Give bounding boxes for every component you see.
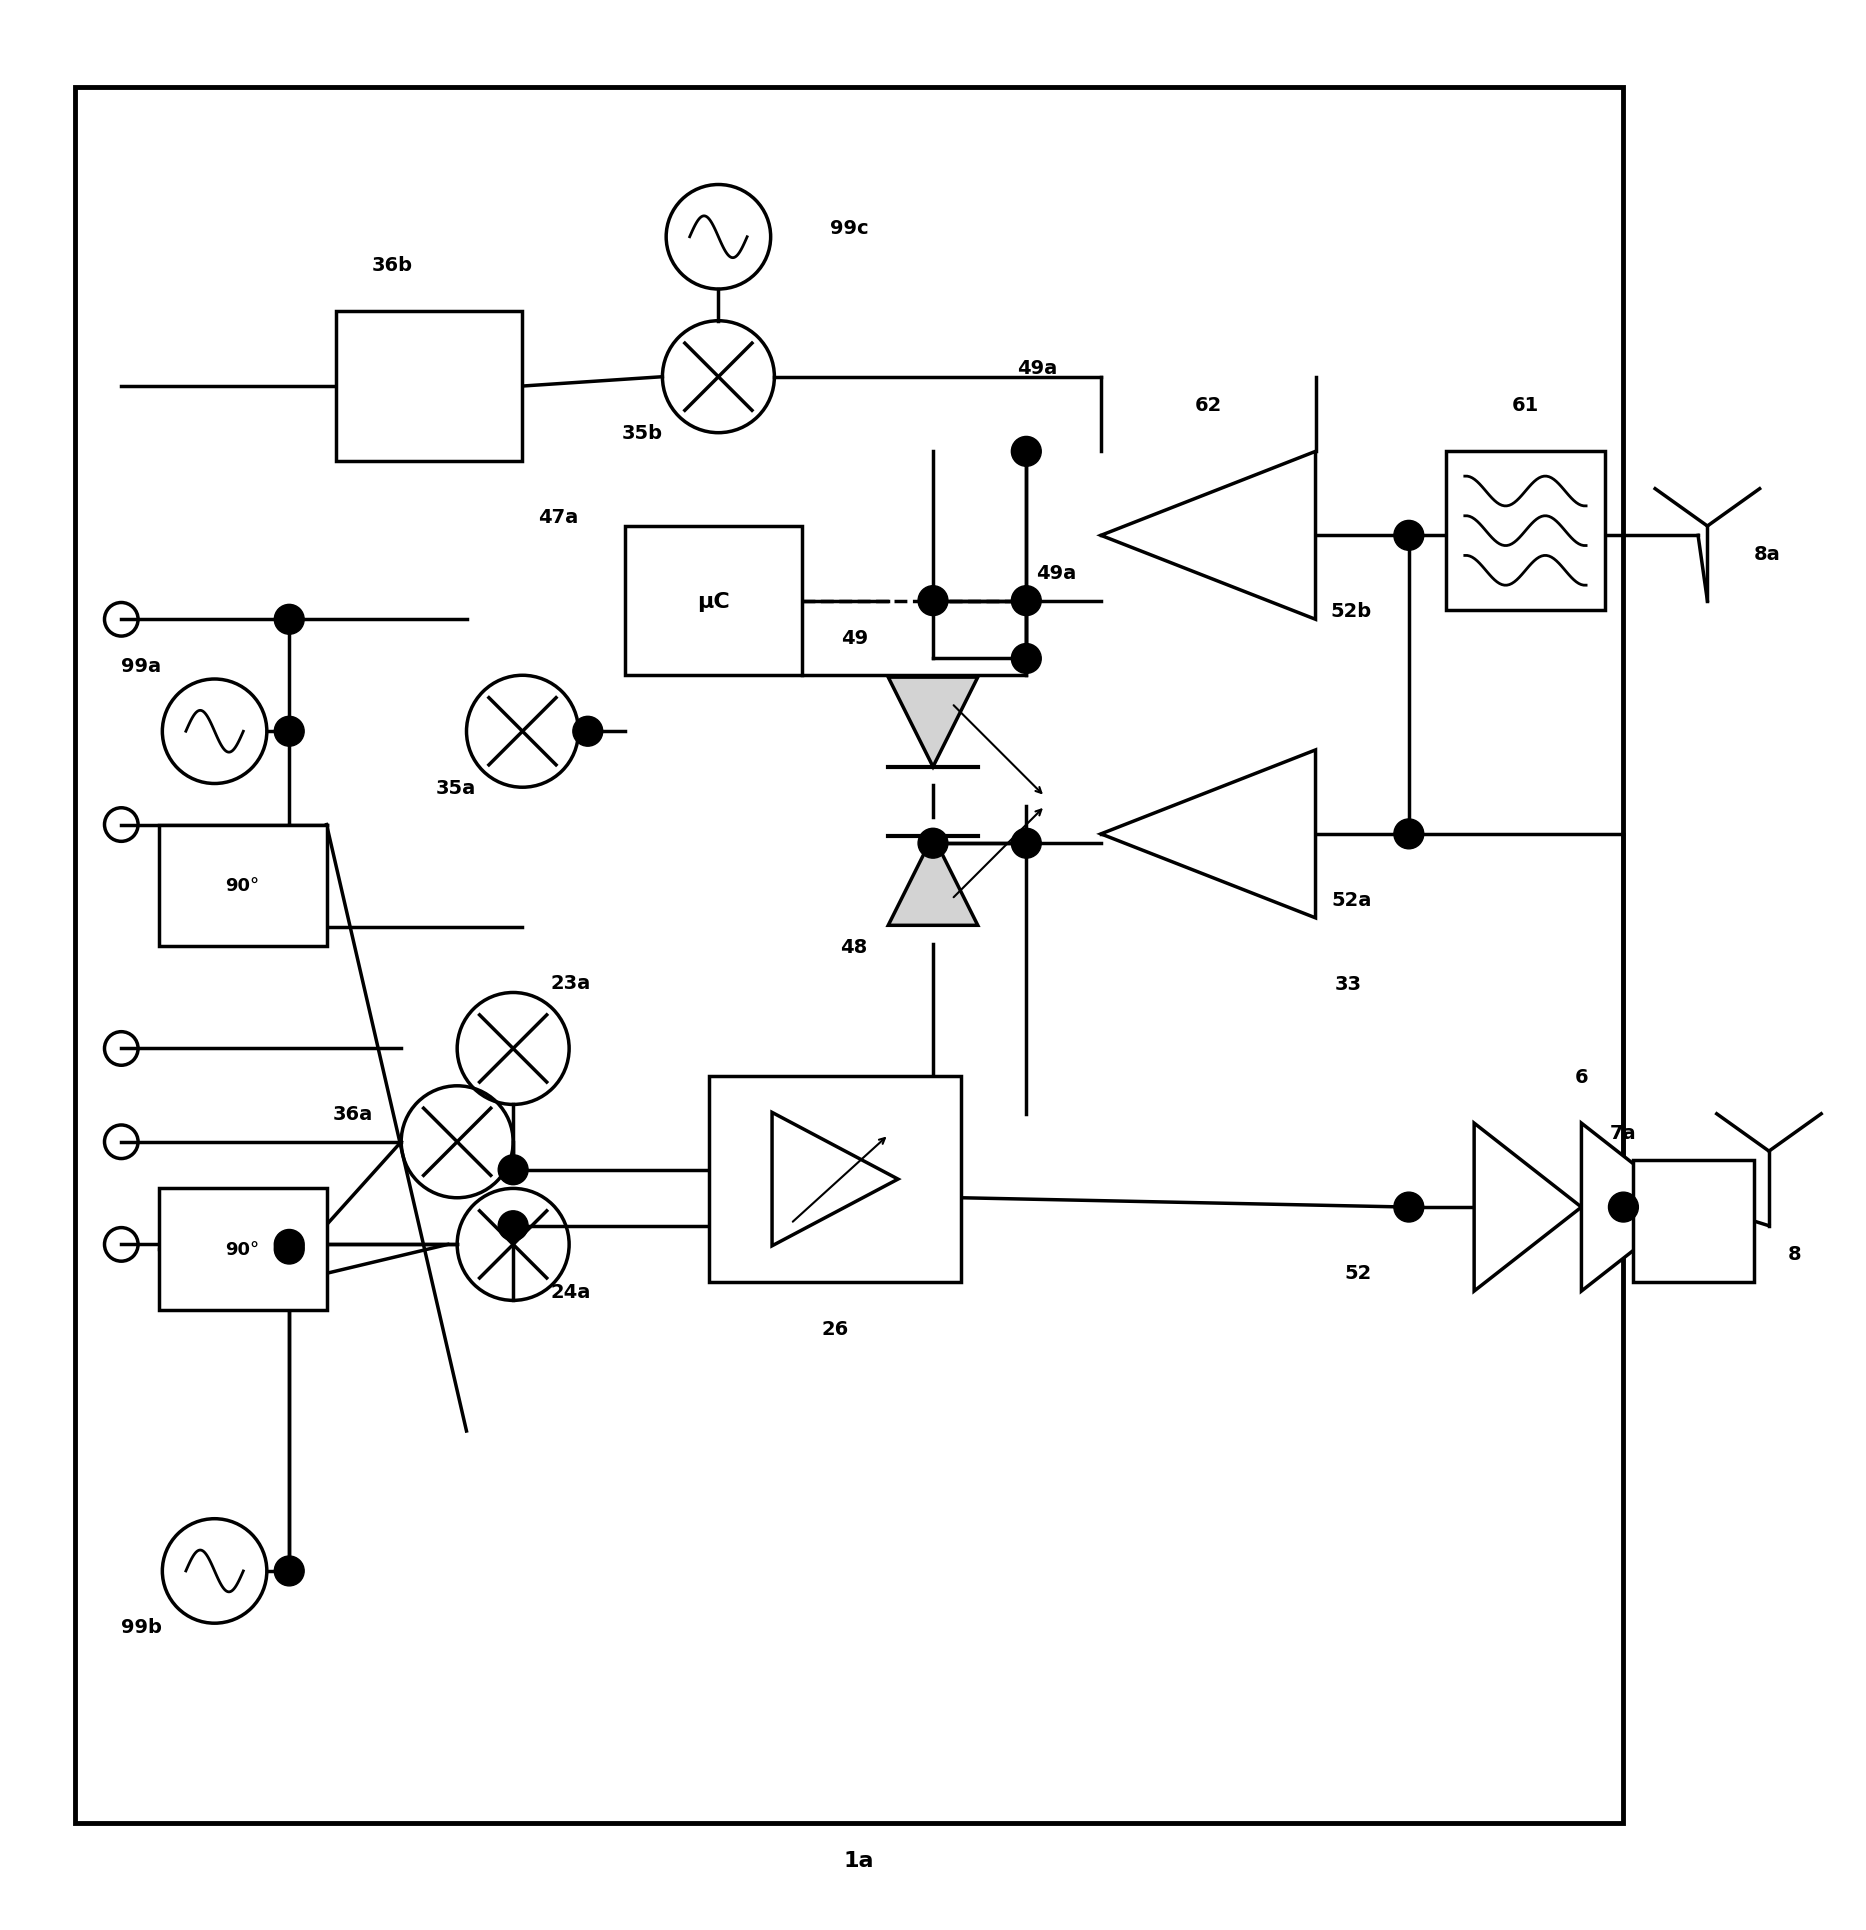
- Circle shape: [498, 1156, 528, 1185]
- Text: 35a: 35a: [435, 778, 476, 797]
- Text: 26: 26: [821, 1320, 849, 1337]
- Polygon shape: [1474, 1123, 1581, 1291]
- Circle shape: [1011, 438, 1041, 467]
- Text: 61: 61: [1511, 396, 1539, 415]
- Circle shape: [498, 1212, 528, 1241]
- Bar: [336, 313, 522, 461]
- Text: 52: 52: [1344, 1264, 1372, 1282]
- Text: 36b: 36b: [371, 257, 412, 274]
- Text: 49: 49: [840, 629, 868, 648]
- Text: 36a: 36a: [332, 1104, 373, 1123]
- Circle shape: [274, 1556, 304, 1586]
- Text: 49a: 49a: [1036, 564, 1077, 583]
- Text: μC: μC: [698, 591, 730, 612]
- Polygon shape: [1581, 1123, 1689, 1291]
- Text: 8a: 8a: [1754, 544, 1780, 564]
- Polygon shape: [888, 836, 978, 926]
- Circle shape: [1608, 1193, 1638, 1222]
- Text: 90°: 90°: [226, 876, 259, 896]
- Bar: [1446, 452, 1605, 610]
- Circle shape: [274, 1235, 304, 1264]
- Circle shape: [1394, 820, 1424, 849]
- Circle shape: [918, 828, 948, 859]
- Text: 47a: 47a: [537, 508, 578, 527]
- Polygon shape: [1101, 452, 1316, 620]
- Circle shape: [1394, 1193, 1424, 1222]
- Polygon shape: [888, 677, 978, 768]
- Circle shape: [274, 604, 304, 635]
- Text: 52b: 52b: [1330, 602, 1372, 620]
- Circle shape: [1011, 587, 1041, 616]
- Bar: [75, 89, 1623, 1824]
- Text: 48: 48: [840, 938, 868, 955]
- Circle shape: [1394, 521, 1424, 550]
- Circle shape: [274, 1229, 304, 1260]
- Text: 52a: 52a: [1330, 890, 1372, 909]
- Text: 6: 6: [1575, 1067, 1588, 1087]
- Circle shape: [1011, 645, 1041, 674]
- Bar: [159, 826, 327, 946]
- Circle shape: [573, 716, 603, 747]
- Text: 99c: 99c: [830, 218, 870, 237]
- Bar: [1633, 1160, 1754, 1282]
- Text: 62: 62: [1194, 396, 1222, 415]
- Text: 24a: 24a: [550, 1282, 592, 1301]
- Text: 7a: 7a: [1610, 1123, 1636, 1143]
- Circle shape: [918, 587, 948, 616]
- Text: 33: 33: [1334, 975, 1360, 994]
- Text: 23a: 23a: [550, 975, 592, 992]
- Circle shape: [274, 716, 304, 747]
- Polygon shape: [1101, 751, 1316, 919]
- Circle shape: [1011, 828, 1041, 859]
- Text: 99b: 99b: [121, 1617, 162, 1637]
- Bar: [159, 1189, 327, 1310]
- Text: 49a: 49a: [1017, 359, 1058, 378]
- Bar: [709, 1077, 961, 1282]
- Text: 99a: 99a: [121, 656, 162, 676]
- Text: 35b: 35b: [621, 425, 662, 444]
- Text: 90°: 90°: [226, 1241, 259, 1258]
- Text: 8: 8: [1788, 1245, 1801, 1264]
- Text: 1a: 1a: [843, 1851, 873, 1870]
- Bar: [625, 527, 802, 675]
